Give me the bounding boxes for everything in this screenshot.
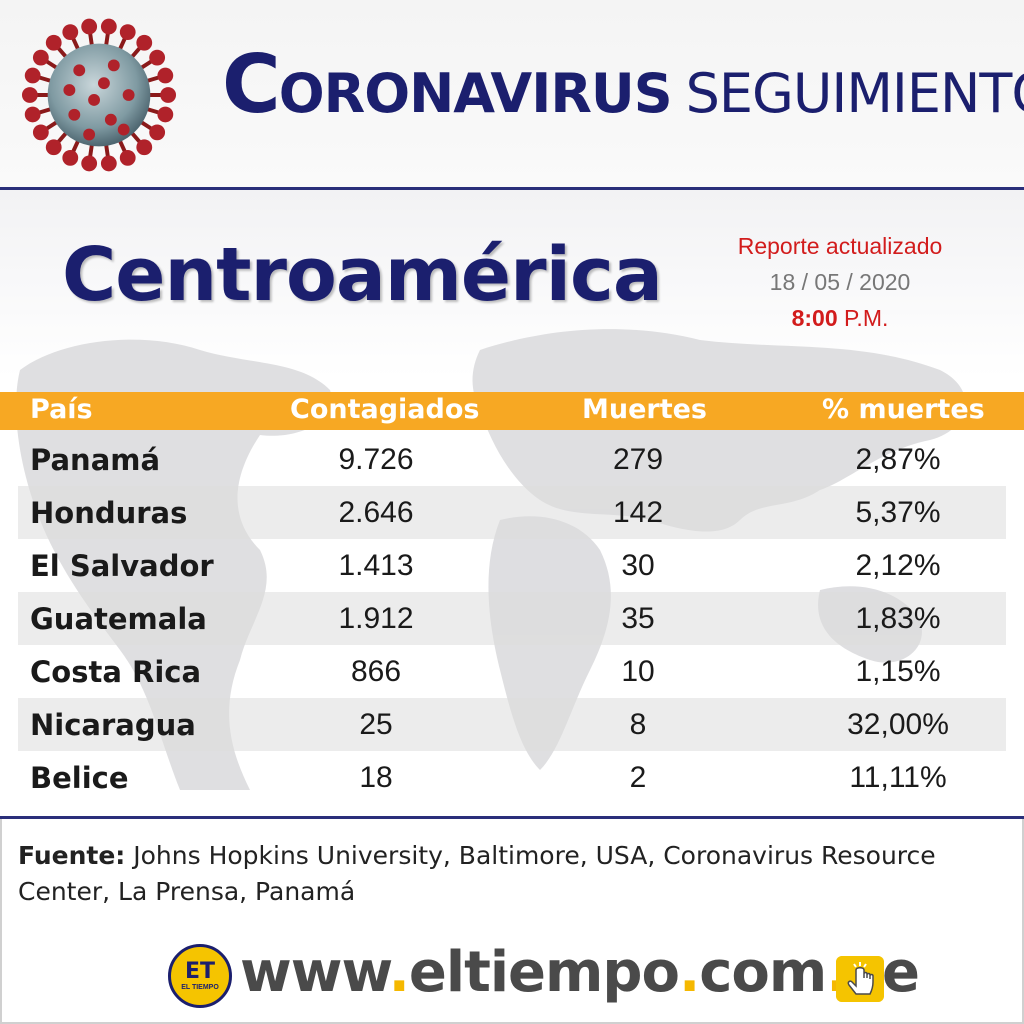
cell-muertes: 2 [629,761,647,794]
cell-pais: Costa Rica [30,655,202,689]
cell-muertes: 35 [621,602,655,635]
el-tiempo-logo: ET EL TIEMPO [168,944,232,1008]
cell-muertes: 142 [612,496,664,529]
cell-muertes: 279 [612,443,664,476]
source-label: Fuente: [18,841,126,870]
cell-pais: Nicaragua [30,708,196,742]
report-date: 18 / 05 / 2020 [769,269,911,295]
column-header-contagiados: Contagiados [290,394,480,425]
report-label: Reporte actualizado [737,233,943,259]
region-title: Centroamérica [62,232,663,318]
logo-initials: ET [184,958,216,984]
report-time-value: 8:00 [791,305,838,331]
url-com: com [699,940,827,1005]
table-row: Panamá 9.726 279 2,87% [18,433,1006,486]
column-header-pais: País [30,394,93,425]
cell-pais: Honduras [30,496,188,530]
table-row: El Salvador 1.413 30 2,12% [18,539,1006,592]
url-domain: eltiempo [408,940,680,1005]
cell-pct-muertes: 11,11% [849,761,947,794]
click-hand-icon [836,956,884,1002]
column-header-pct-muertes: % muertes [822,394,985,425]
source-text: Johns Hopkins University, Baltimore, USA… [18,841,936,906]
cell-contagiados: 18 [359,761,393,794]
url-dot: . [678,940,700,1005]
cell-contagiados: 2.646 [338,496,414,529]
divider-top [0,187,1024,190]
table-row: Costa Rica 866 10 1,15% [18,645,1006,698]
source-note: Fuente: Johns Hopkins University, Baltim… [18,838,978,910]
url-dot: . [388,940,410,1005]
url-www: www [240,940,390,1005]
divider-bottom [0,816,1024,819]
cell-pct-muertes: 32,00% [847,708,949,741]
coronavirus-icon [21,18,177,172]
table-row: Belice 18 2 11,11% [18,751,1006,804]
website-url[interactable]: www.eltiempo.com.ve [240,940,920,1005]
cell-contagiados: 9.726 [338,443,414,476]
logo-name: EL TIEMPO [181,983,219,991]
title-initial: C [222,38,281,131]
cell-contagiados: 1.413 [338,549,414,582]
cell-pct-muertes: 5,37% [855,496,941,529]
header: CORONAVIRUS SEGUIMIENTO [0,0,1024,190]
cell-muertes: 30 [621,549,655,582]
cell-pct-muertes: 2,87% [855,443,941,476]
cell-contagiados: 1.912 [338,602,414,635]
cell-pct-muertes: 1,15% [855,655,941,688]
cell-muertes: 8 [629,708,647,741]
table-row: Honduras 2.646 142 5,37% [18,486,1006,539]
cell-contagiados: 25 [359,708,393,741]
cell-pais: Guatemala [30,602,207,636]
report-timestamp: Reporte actualizado 18 / 05 / 2020 8:00 … [720,228,960,336]
title-main: ORONAVIRUS [278,62,673,125]
cell-pct-muertes: 1,83% [855,602,941,635]
table-header: País Contagiados Muertes % muertes [0,392,1024,430]
title-secondary: SEGUIMIENTO [685,62,1024,125]
table-row: Nicaragua 25 8 32,00% [18,698,1006,751]
cell-muertes: 10 [621,655,655,688]
report-time: 8:00 P.M. [720,300,960,336]
cell-pais: Belice [30,761,129,795]
column-header-muertes: Muertes [582,394,708,425]
cell-pct-muertes: 2,12% [855,549,941,582]
cell-contagiados: 866 [350,655,402,688]
table-row: Guatemala 1.912 35 1,83% [18,592,1006,645]
report-time-suffix: P.M. [844,305,889,331]
cell-pais: El Salvador [30,549,214,583]
page-title: CORONAVIRUS SEGUIMIENTO [222,38,1024,138]
cell-pais: Panamá [30,443,161,477]
